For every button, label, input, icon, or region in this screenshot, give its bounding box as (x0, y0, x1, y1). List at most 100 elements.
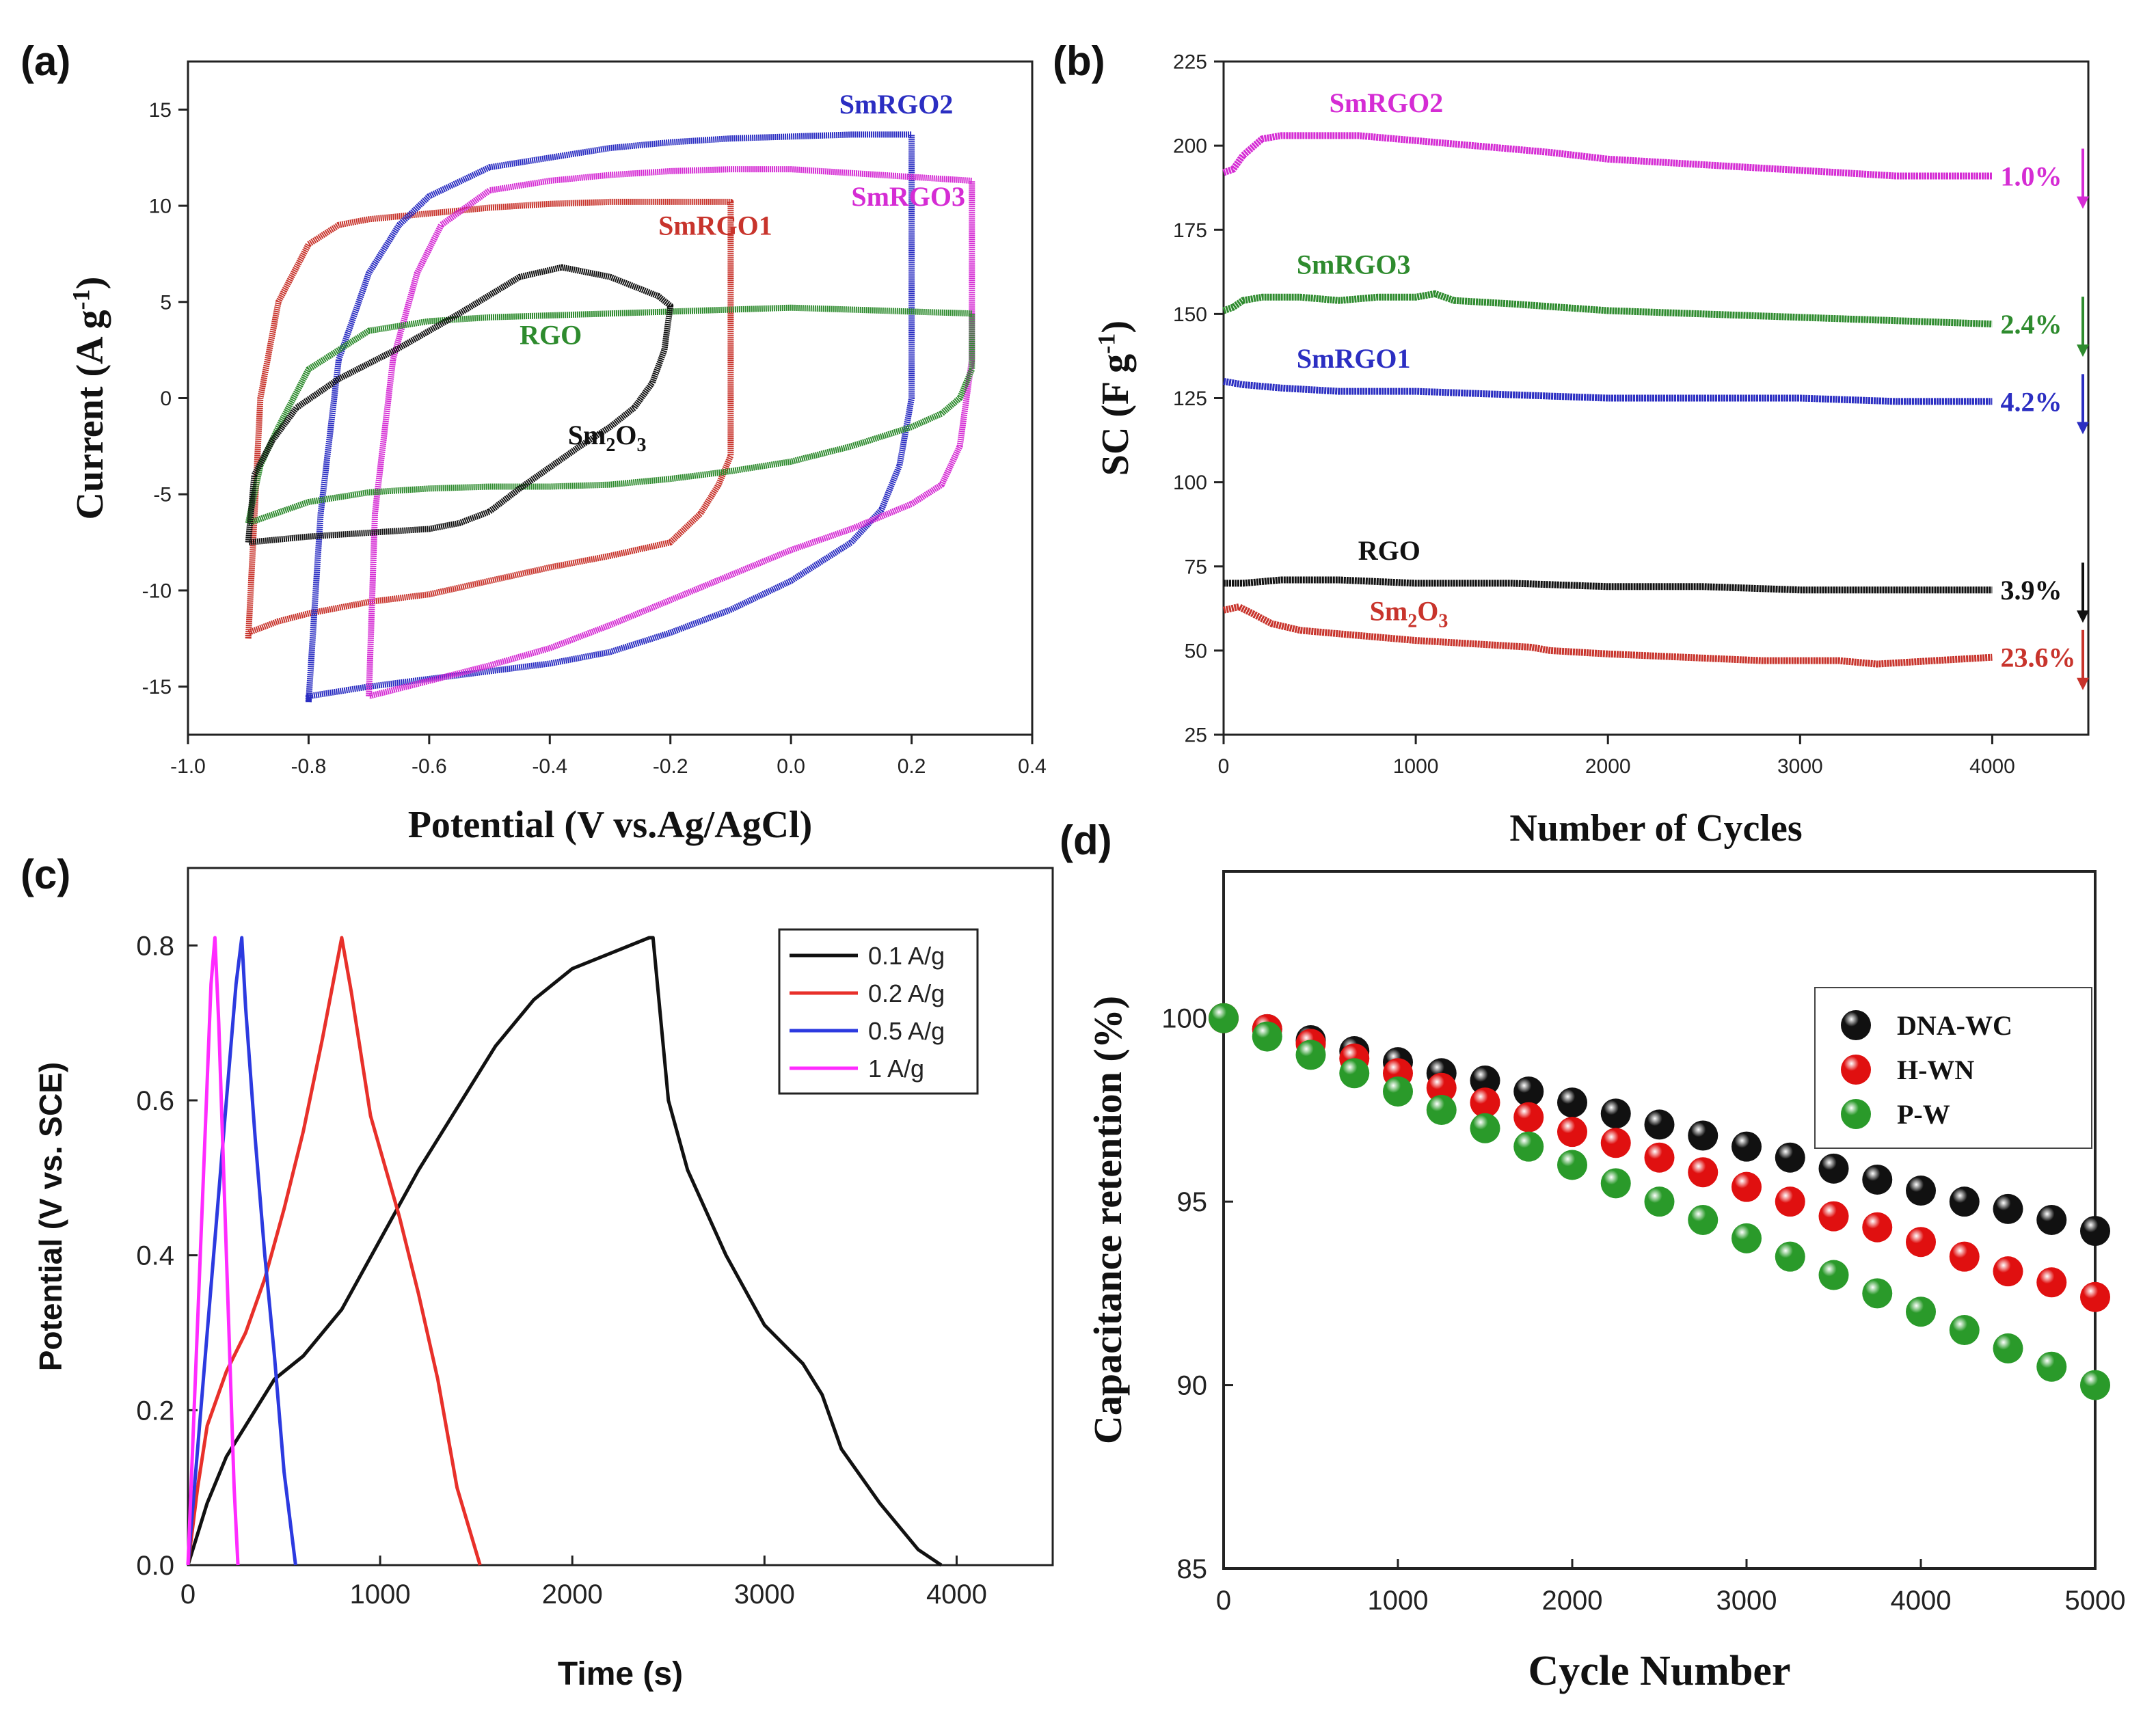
chart-d-point-DNA-WC (1688, 1120, 1719, 1151)
chart-c-series-0.2 A/g (186, 936, 482, 1566)
chart-d-point-P-W (1731, 1223, 1762, 1253)
chart-b-arrowhead-Sm2O3 (2077, 677, 2089, 690)
chart-a-ylabel-end: ) (69, 277, 111, 290)
chart-d-point-P-W (1906, 1297, 1936, 1327)
chart-d-point-P-W (1862, 1278, 1893, 1309)
chart-c-xtick-label: 2000 (542, 1579, 603, 1610)
chart-a-label-SmRGO1-main: SmRGO1 (658, 210, 772, 241)
chart-a-xtick-label: -0.4 (532, 755, 567, 778)
chart-c-ytick-label: 0.8 (136, 931, 174, 961)
chart-d-point-DNA-WC (1775, 1142, 1805, 1173)
chart-d-point-P-W (1339, 1058, 1370, 1089)
chart-a-ytick-label: 5 (160, 291, 172, 314)
chart-d-xtick-label: 0 (1216, 1586, 1231, 1616)
chart-a-xtick-label: -0.6 (412, 755, 447, 778)
chart-b-xtick-label: 2000 (1585, 755, 1631, 778)
chart-d-point-P-W (1557, 1150, 1587, 1180)
chart-a-ytick-label: 10 (149, 195, 172, 218)
chart-b-ytick-label: 200 (1173, 135, 1207, 158)
chart-b-arrowhead-SmRGO2 (2077, 196, 2089, 209)
panel-letter-a: (a) (21, 38, 70, 84)
chart-d-point-DNA-WC (2080, 1216, 2110, 1247)
chart-b-label-SmRGO3: SmRGO3 (1297, 249, 1411, 280)
chart-d-point-H-WN (1557, 1117, 1587, 1148)
chart-c-legend-label: 1 A/g (868, 1055, 924, 1083)
chart-b-series-SmRGO3 (1222, 290, 1993, 328)
chart-a-series-SmRGO2 (305, 131, 915, 703)
chart-a-xlabel: Potential (V vs.Ag/AgCl) (408, 804, 813, 846)
chart-d-point-DNA-WC (1513, 1076, 1544, 1107)
chart-b-retention-SmRGO2: 1.0% (2000, 161, 2062, 191)
chart-b-retention-RGO: 3.9% (2000, 575, 2062, 606)
chart-b-label-Sm2O3-tail: O (1417, 596, 1438, 627)
chart-d-legend-marker (1841, 1055, 1871, 1085)
chart-d-xtick-label: 4000 (1891, 1586, 1952, 1616)
chart-a-series-SmRGO1 (245, 198, 734, 639)
chart-d-point-DNA-WC (1731, 1131, 1762, 1162)
chart-b-ytick-label: 125 (1173, 388, 1207, 410)
chart-a-series-Sm2O3 (245, 264, 674, 546)
chart-b-label-SmRGO1-main: SmRGO1 (1297, 343, 1411, 374)
chart-d-ytick-label: 95 (1177, 1187, 1208, 1217)
chart-a-label-RGO-main: RGO (520, 320, 582, 351)
chart-b-xtick-label: 4000 (1969, 755, 2015, 778)
chart-d-legend-label: H-WN (1897, 1055, 1974, 1085)
chart-d-point-H-WN (1470, 1087, 1500, 1118)
chart-b-label-RGO: RGO (1358, 535, 1420, 566)
chart-a-series-SmRGO3 (366, 166, 975, 700)
chart-a-ytick-label: 0 (160, 388, 172, 410)
chart-c-charge-discharge: 0 1000 2000 3000 4000 0.0 0.2 0.4 0.6 0.8 0.1 A/g 0… (33, 867, 1054, 1692)
chart-d-legend-label: P-W (1897, 1099, 1950, 1130)
chart-a-ylabel-sup: -1 (67, 289, 94, 310)
chart-c-ytick-label: 0.0 (136, 1551, 174, 1581)
chart-c-xtick-label: 0 (180, 1579, 196, 1610)
chart-d-ytick-label: 100 (1161, 1004, 1207, 1034)
chart-b-ytick-label: 175 (1173, 219, 1207, 242)
chart-d-point-DNA-WC (1818, 1153, 1849, 1184)
chart-d-point-P-W (1644, 1186, 1675, 1217)
chart-a-label-Sm2O3: Sm2O3 (568, 420, 647, 456)
chart-d-point-DNA-WC (1906, 1176, 1936, 1206)
chart-a-xtick-label: -0.8 (291, 755, 327, 778)
chart-d-point-H-WN (1600, 1128, 1631, 1158)
chart-d-point-H-WN (1775, 1186, 1805, 1217)
chart-a-ylabel: Current (A g-1) (67, 277, 111, 520)
chart-b-retention-Sm2O3: 23.6% (2000, 642, 2075, 673)
chart-a-xtick-label: 0.2 (898, 755, 926, 778)
chart-b-label-SmRGO3-main: SmRGO3 (1297, 249, 1411, 280)
chart-b-retention-SmRGO3: 2.4% (2000, 309, 2062, 340)
chart-d-ytick-label: 85 (1177, 1554, 1208, 1584)
chart-d-point-DNA-WC (1470, 1066, 1500, 1096)
chart-b-arrowhead-SmRGO1 (2077, 422, 2089, 435)
chart-c-series-1 A/g (186, 936, 240, 1566)
chart-a-cv-curves: -1.0 -0.8 -0.6 -0.4 -0.2 0.0 0.2 0.4 -15 -10 -5 0 5 1… (67, 60, 1047, 846)
chart-d-point-P-W (1600, 1168, 1631, 1199)
chart-a-label-SmRGO3-main: SmRGO3 (851, 181, 965, 212)
panel-letter-c: (c) (21, 852, 70, 897)
chart-c-legend-label: 0.2 A/g (868, 979, 945, 1007)
chart-b-arrowhead-SmRGO3 (2077, 344, 2089, 357)
chart-c-legend-label: 0.5 A/g (868, 1017, 945, 1045)
chart-d-point-DNA-WC (1949, 1186, 1980, 1217)
chart-c-legend-label: 0.1 A/g (868, 942, 945, 970)
chart-d-point-H-WN (1688, 1157, 1719, 1188)
chart-b-series-Sm2O3 (1222, 603, 1993, 668)
chart-d-point-H-WN (1731, 1171, 1762, 1202)
chart-d-xtick-label: 2000 (1542, 1586, 1603, 1616)
chart-b-label-Sm2O3-sub2: 3 (1438, 611, 1448, 632)
chart-d-legend-label: DNA-WC (1897, 1010, 2012, 1041)
chart-b-ytick-label: 150 (1173, 303, 1207, 326)
chart-c-ylabel: Potential (V vs. SCE) (33, 1062, 68, 1371)
chart-d-point-P-W (2080, 1370, 2110, 1400)
chart-b-xlabel: Number of Cycles (1509, 807, 1802, 850)
chart-d-legend-marker (1841, 1099, 1871, 1129)
chart-a-label-Sm2O3-sub: 2 (606, 435, 615, 456)
chart-b-xtick-label: 0 (1218, 755, 1230, 778)
chart-d-legend-marker (1841, 1010, 1871, 1040)
chart-a-label-Sm2O3-main: Sm (568, 420, 606, 450)
chart-a-ytick-label: 15 (149, 99, 172, 122)
chart-d-xtick-label: 3000 (1716, 1586, 1777, 1616)
chart-d-point-DNA-WC (1993, 1193, 2023, 1224)
chart-d-xlabel: Cycle Number (1528, 1648, 1791, 1694)
